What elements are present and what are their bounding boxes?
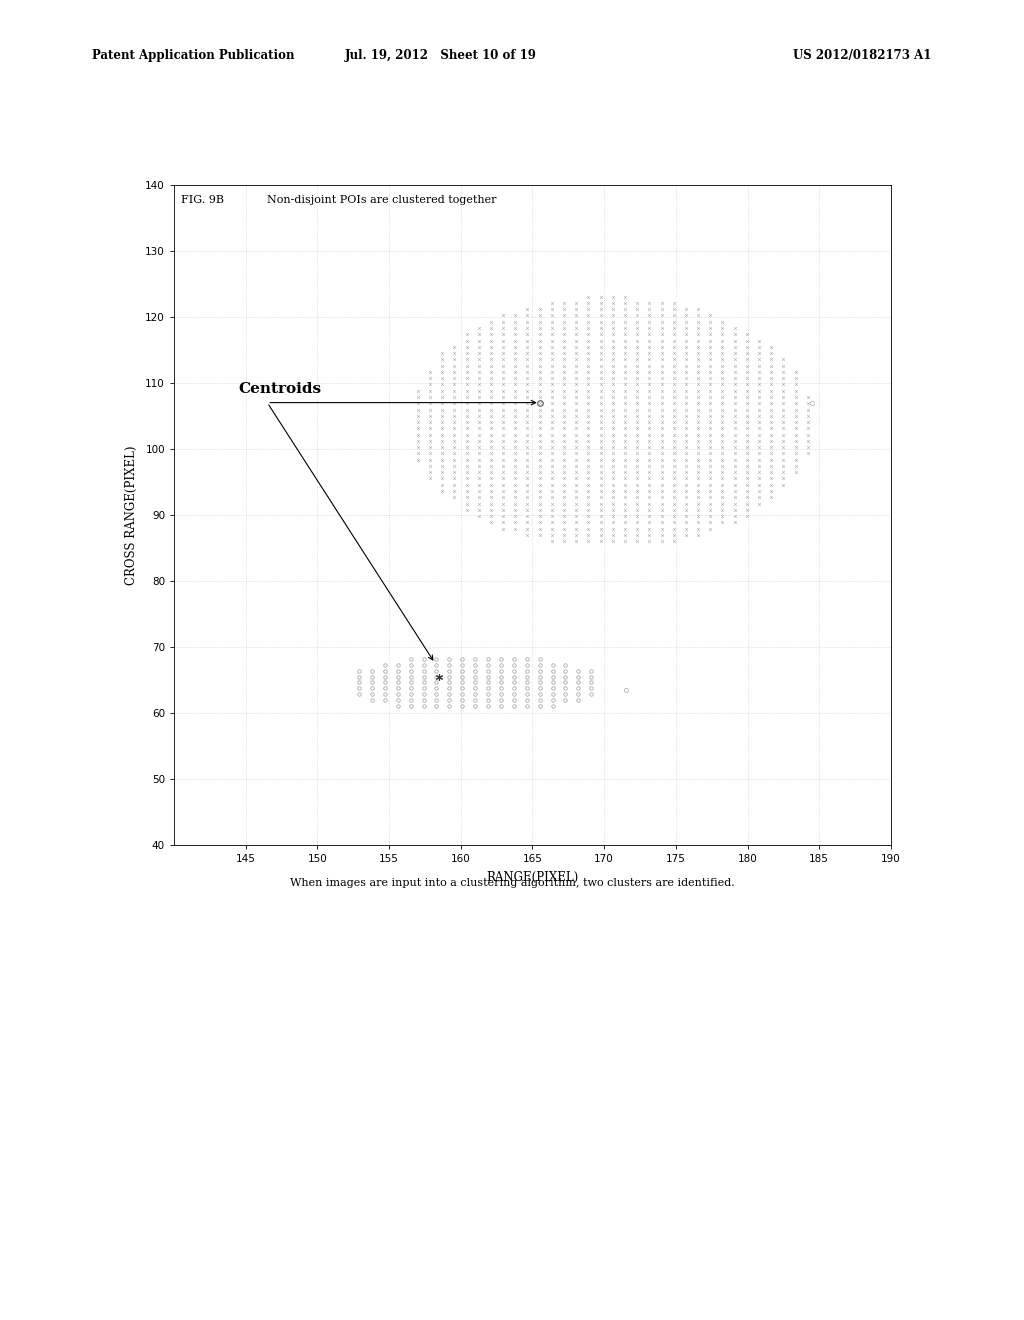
- Text: When images are input into a clustering algorithm, two clusters are identified.: When images are input into a clustering …: [290, 878, 734, 888]
- Text: Non-disjoint POIs are clustered together: Non-disjoint POIs are clustered together: [267, 195, 497, 205]
- X-axis label: RANGE(PIXEL): RANGE(PIXEL): [486, 871, 579, 884]
- Text: US 2012/0182173 A1: US 2012/0182173 A1: [794, 49, 932, 62]
- Text: Patent Application Publication: Patent Application Publication: [92, 49, 295, 62]
- Y-axis label: CROSS RANGE(PIXEL): CROSS RANGE(PIXEL): [125, 445, 138, 585]
- Text: FIG. 9B: FIG. 9B: [181, 195, 224, 205]
- Text: Centroids: Centroids: [239, 383, 322, 396]
- Text: Jul. 19, 2012   Sheet 10 of 19: Jul. 19, 2012 Sheet 10 of 19: [344, 49, 537, 62]
